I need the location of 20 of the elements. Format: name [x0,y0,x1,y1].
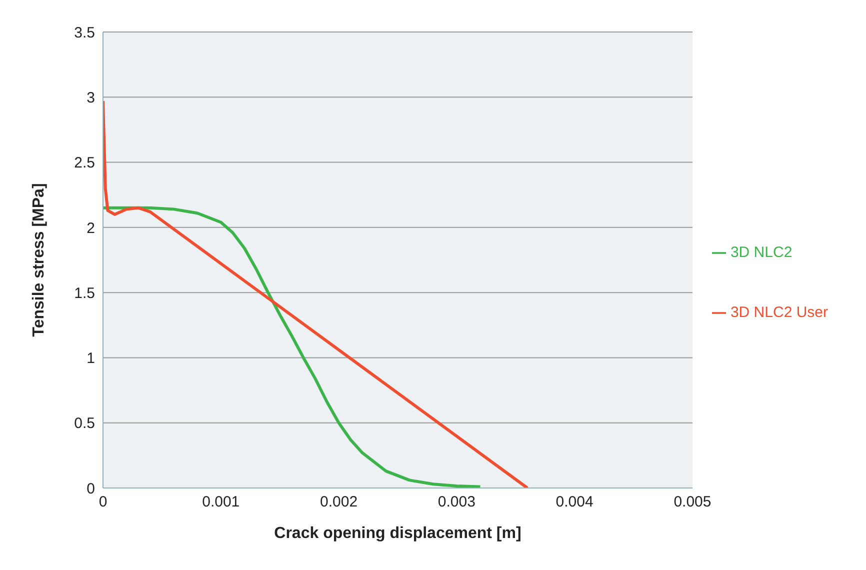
legend-label: 3D NLC2 [730,244,792,261]
y-tick-label: 3.5 [74,24,95,42]
y-axis-title: Tensile stress [MPa] [30,183,48,337]
line-series [103,206,482,488]
y-tick-label: 2.5 [74,154,95,172]
x-tick-label: 0.003 [438,494,476,511]
x-tick-label: 0.002 [320,494,358,511]
x-axis-title: Crack opening displacement [m] [274,525,522,542]
y-tick-label: 3 [86,89,95,106]
line-series [103,100,529,488]
y-tick-label: 1 [86,350,95,368]
legend-label: 3D NLC2 User [730,304,828,321]
x-tick-label: 0.001 [202,494,240,511]
y-tick-label: 2 [86,220,95,237]
y-tick-label: 1.5 [74,284,95,302]
x-tick-label: 0.005 [674,494,712,511]
x-tick-label: 0 [98,494,108,511]
y-tick-label: 0 [86,480,95,498]
x-tick-label: 0.004 [556,494,594,511]
y-tick-label: 0.5 [74,415,95,432]
